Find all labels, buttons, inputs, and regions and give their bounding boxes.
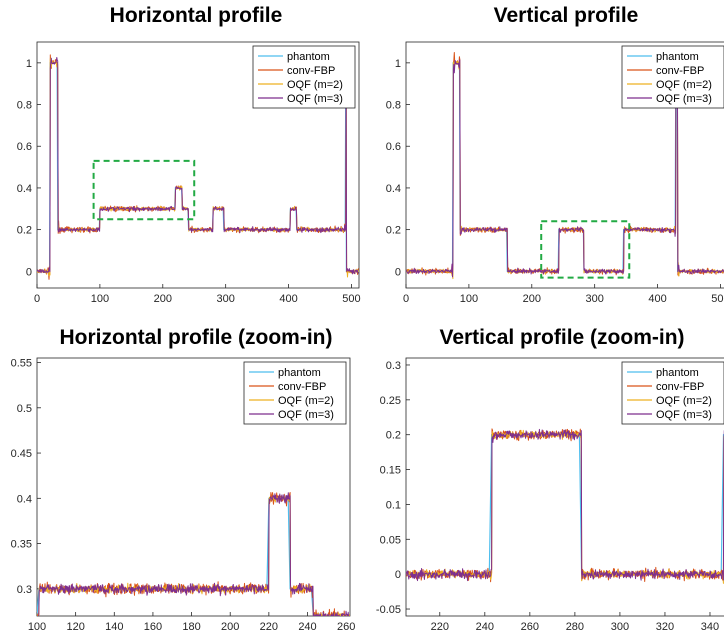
legend-label: conv-FBP <box>278 381 326 393</box>
x-tick-label: 400 <box>279 293 297 305</box>
legend: phantom conv-FBP OQF (m=2) OQF (m=3) <box>252 45 356 109</box>
series-line-oqf-m-3- <box>37 57 359 275</box>
legend-label: OQF (m=2) <box>287 79 343 91</box>
y-tick-label: 0.2 <box>17 225 32 237</box>
x-tick-label: 160 <box>144 621 162 633</box>
chart-title: Vertical profile <box>494 4 639 27</box>
x-tick-label: 180 <box>182 621 200 633</box>
legend-label: OQF (m=2) <box>656 395 712 407</box>
x-tick-label: 300 <box>216 293 234 305</box>
series-line-oqf-m-3- <box>406 56 724 278</box>
legend-label: OQF (m=3) <box>656 93 712 105</box>
series-line-phantom <box>406 434 724 575</box>
x-tick-label: 300 <box>611 621 629 633</box>
y-tick-label: 0.15 <box>380 465 401 477</box>
x-tick-label: 320 <box>656 621 674 633</box>
legend: phantom conv-FBP OQF (m=2) OQF (m=3) <box>621 45 724 109</box>
x-tick-label: 100 <box>28 621 46 633</box>
y-tick-label: 0.6 <box>386 141 401 153</box>
x-tick-label: 260 <box>521 621 539 633</box>
y-tick-label: 0.3 <box>386 360 401 372</box>
y-tick-label: 0 <box>26 266 32 278</box>
legend-label: phantom <box>278 367 321 379</box>
x-tick-label: 200 <box>221 621 239 633</box>
legend-label: phantom <box>656 367 699 379</box>
x-tick-label: 100 <box>460 293 478 305</box>
y-tick-label: -0.05 <box>376 604 401 616</box>
y-tick-label: 0.8 <box>386 100 401 112</box>
x-tick-label: 220 <box>431 621 449 633</box>
y-tick-label: 0.2 <box>386 225 401 237</box>
x-tick-label: 100 <box>91 293 109 305</box>
y-tick-label: 0.05 <box>380 534 401 546</box>
y-tick-label: 0.45 <box>11 448 32 460</box>
y-tick-label: 0.4 <box>386 183 401 195</box>
y-tick-label: 0.2 <box>386 430 401 442</box>
x-tick-label: 260 <box>337 621 355 633</box>
x-tick-label: 200 <box>154 293 172 305</box>
y-tick-label: 0.1 <box>386 499 401 511</box>
x-tick-label: 240 <box>298 621 316 633</box>
chart-title: Horizontal profile (zoom-in) <box>60 326 333 349</box>
panel-vertical-profile: Vertical profile 0 100 200 300 400 500 0 0.2 0.4… <box>386 4 724 305</box>
panel-horizontal-profile-zoom: Horizontal profile (zoom-in) 100 120 140 16… <box>11 326 356 633</box>
legend-label: conv-FBP <box>656 381 704 393</box>
x-tick-label: 300 <box>585 293 603 305</box>
x-tick-label: 0 <box>403 293 409 305</box>
y-tick-label: 0.5 <box>17 403 32 415</box>
series-line-conv-fbp <box>37 54 359 280</box>
y-tick-label: 0.4 <box>17 183 32 195</box>
legend: phantom conv-FBP OQF (m=2) OQF (m=3) <box>621 361 724 425</box>
y-tick-label: 0.55 <box>11 358 32 370</box>
x-tick-label: 500 <box>342 293 360 305</box>
x-tick-label: 500 <box>711 293 724 305</box>
series-line-oqf-m-3- <box>37 492 349 616</box>
y-tick-label: 0.35 <box>11 539 32 551</box>
legend-label: OQF (m=3) <box>656 409 712 421</box>
x-tick-label: 220 <box>260 621 278 633</box>
x-tick-label: 0 <box>34 293 40 305</box>
zoom-region-box <box>540 220 631 279</box>
legend-label: OQF (m=2) <box>656 79 712 91</box>
y-tick-label: 0 <box>395 569 401 581</box>
x-tick-label: 240 <box>476 621 494 633</box>
legend-label: phantom <box>287 51 330 63</box>
series-line-oqf-m-3- <box>406 428 724 582</box>
x-tick-label: 340 <box>701 621 719 633</box>
chart-title: Vertical profile (zoom-in) <box>439 326 684 349</box>
panel-vertical-profile-zoom: Vertical profile (zoom-in) 220 240 260 280 3… <box>376 326 724 633</box>
x-tick-label: 280 <box>566 621 584 633</box>
x-tick-label: 120 <box>66 621 84 633</box>
x-tick-label: 140 <box>105 621 123 633</box>
y-tick-label: 0.6 <box>17 141 32 153</box>
chart-title: Horizontal profile <box>110 4 283 27</box>
y-tick-label: 0 <box>395 266 401 278</box>
y-tick-label: 0.8 <box>17 100 32 112</box>
y-tick-label: 1 <box>395 58 401 70</box>
y-tick-label: 0.4 <box>17 493 32 505</box>
panel-horizontal-profile: Horizontal profile 0 100 200 300 400 500 0 0.2 0… <box>17 4 361 305</box>
legend: phantom conv-FBP OQF (m=2) OQF (m=3) <box>243 361 347 425</box>
y-tick-label: 0.25 <box>380 395 401 407</box>
legend-label: OQF (m=3) <box>278 409 334 421</box>
legend-label: OQF (m=2) <box>278 395 334 407</box>
x-tick-label: 200 <box>523 293 541 305</box>
legend-label: conv-FBP <box>287 65 335 77</box>
zoom-region-box <box>92 159 196 221</box>
legend-label: conv-FBP <box>656 65 704 77</box>
x-tick-label: 400 <box>648 293 666 305</box>
y-tick-label: 0.3 <box>17 584 32 596</box>
legend-label: OQF (m=3) <box>287 93 343 105</box>
y-tick-label: 1 <box>26 58 32 70</box>
legend-label: phantom <box>656 51 699 63</box>
